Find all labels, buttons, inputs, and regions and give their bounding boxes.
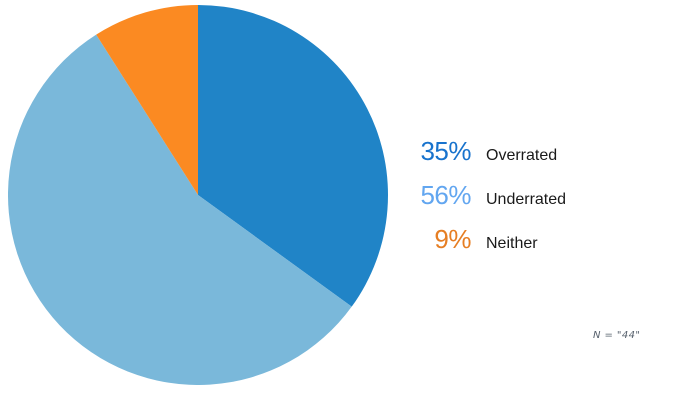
legend-value: 9% <box>434 224 471 254</box>
sample-size-note: N = "44" <box>593 330 641 341</box>
pie-slice-underrated <box>8 34 352 385</box>
pie-slice-neither <box>96 5 198 195</box>
legend-value: 35% <box>420 136 471 166</box>
legend-value: 56% <box>420 180 471 210</box>
pie-chart <box>8 5 388 385</box>
legend-item-neither: 9% Neither <box>395 224 566 254</box>
legend-label: Underrated <box>486 191 567 208</box>
legend-label: Overrated <box>486 147 558 164</box>
legend-item-overrated: 35% Overrated <box>395 136 566 166</box>
legend: 35% Overrated 56% Underrated 9% Neither <box>395 136 566 268</box>
pie-slice-overrated <box>198 5 388 307</box>
legend-item-underrated: 56% Underrated <box>395 180 566 210</box>
legend-label: Neither <box>486 235 538 252</box>
